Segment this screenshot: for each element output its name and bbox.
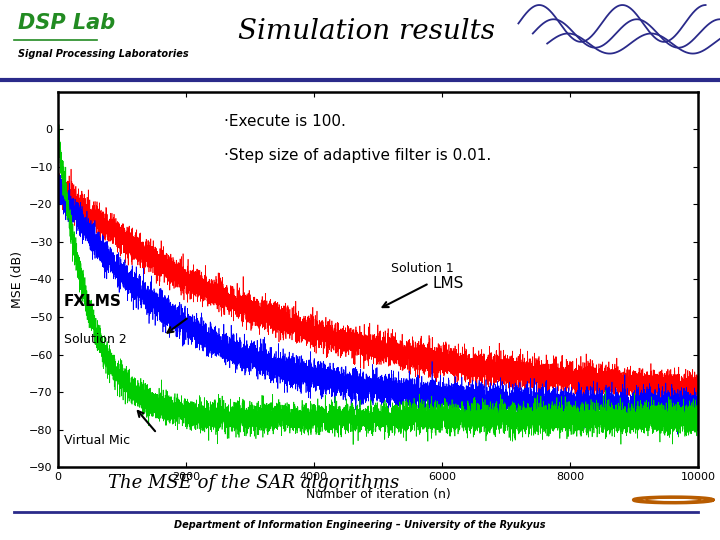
Text: Virtual Mic: Virtual Mic bbox=[64, 434, 130, 447]
Text: DSP Lab: DSP Lab bbox=[18, 12, 115, 32]
Text: The MSE of the SAR algorithms: The MSE of the SAR algorithms bbox=[108, 474, 400, 492]
Y-axis label: MSE (dB): MSE (dB) bbox=[11, 251, 24, 308]
Text: Solution 2: Solution 2 bbox=[64, 333, 127, 346]
Text: ·Execute is 100.: ·Execute is 100. bbox=[224, 114, 346, 129]
X-axis label: Number of iteration (n): Number of iteration (n) bbox=[305, 488, 451, 501]
Text: Signal Processing Laboratories: Signal Processing Laboratories bbox=[18, 49, 189, 58]
Text: Solution 1: Solution 1 bbox=[391, 262, 454, 275]
Text: FXLMS: FXLMS bbox=[64, 294, 122, 309]
Text: ·Step size of adaptive filter is 0.01.: ·Step size of adaptive filter is 0.01. bbox=[224, 148, 492, 163]
Text: Simulation results: Simulation results bbox=[238, 18, 495, 45]
Text: Department of Information Engineering – University of the Ryukyus: Department of Information Engineering – … bbox=[174, 519, 546, 530]
Text: LMS: LMS bbox=[433, 276, 464, 291]
